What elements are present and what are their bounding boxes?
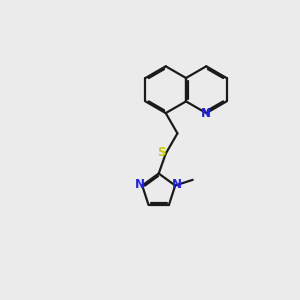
Text: N: N: [172, 178, 182, 190]
Text: N: N: [135, 178, 145, 190]
Text: N: N: [201, 106, 211, 120]
Text: S: S: [158, 146, 166, 159]
